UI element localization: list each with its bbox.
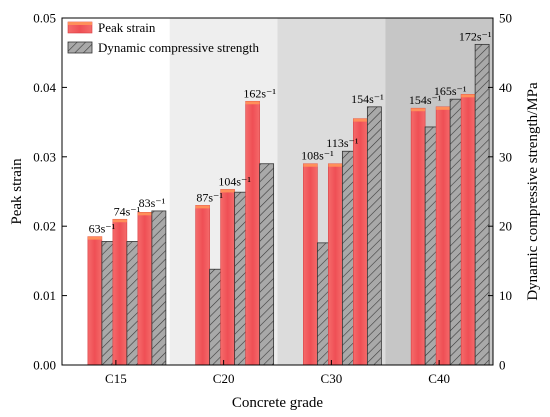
peak-strain-bar-top: [87, 236, 102, 240]
strength-bar: [474, 43, 490, 366]
strain-rate-label: 104s⁻¹: [218, 174, 251, 188]
peak-strain-bar: [112, 218, 128, 366]
peak-strain-bar: [137, 212, 153, 366]
peak-strain-bar-top: [436, 106, 451, 110]
peak-strain-bar-top: [137, 212, 152, 216]
peak-strain-bar: [435, 106, 451, 366]
plot-frame: [61, 17, 494, 366]
left-tick-label: 0.03: [33, 149, 56, 164]
right-tick-label: 10: [499, 288, 512, 303]
x-tick-label: C15: [105, 371, 127, 386]
peak-strain-bar-top: [303, 163, 318, 167]
x-tick-label: C40: [428, 371, 450, 386]
strain-rate-label: 87s⁻¹: [196, 190, 223, 204]
legend-swatch-strength: [67, 41, 93, 54]
strength-bar: [259, 163, 275, 366]
left-tick-label: 0.02: [33, 219, 56, 234]
peak-strain-bar: [460, 94, 476, 366]
x-tick-label: C30: [321, 371, 343, 386]
peak-strain-bar-top: [112, 219, 127, 223]
left-tick-label: 0.01: [33, 288, 56, 303]
peak-strain-bar: [328, 163, 343, 366]
peak-strain-bar-top: [245, 101, 260, 105]
strength-bar: [366, 106, 382, 366]
peak-strain-bar: [220, 189, 235, 366]
strain-rate-label: 154s⁻¹: [351, 92, 384, 106]
left-tick-label: 0.05: [33, 11, 56, 26]
x-axis-title: Concrete grade: [232, 395, 324, 411]
right-y-axis-title: Dynamic compressive strength/MPa: [525, 82, 541, 301]
peak-strain-bar-top: [353, 118, 368, 122]
strain-rate-label: 108s⁻¹: [301, 149, 334, 163]
strength-bar: [151, 210, 167, 366]
strain-rate-label: 83s⁻¹: [139, 196, 166, 210]
left-tick-label: 0.04: [33, 80, 56, 95]
y-axis-title: Peak strain: [9, 158, 25, 225]
strain-rate-label: 162s⁻¹: [243, 86, 276, 100]
legend-label-strength: Dynamic compressive strength: [98, 40, 260, 55]
bars: [87, 43, 490, 366]
legend: Peak strain Dynamic compressive strength: [67, 20, 260, 55]
peak-strain-bar-top: [328, 163, 343, 167]
peak-strain-bar: [353, 118, 368, 366]
strain-rate-label: 113s⁻¹: [326, 136, 359, 150]
right-tick-label: 50: [499, 11, 512, 26]
peak-strain-bar: [245, 100, 260, 366]
strain-rate-label: 172s⁻¹: [459, 29, 492, 43]
axes: 0.00 0.01 0.02 0.03 0.04 0.05 0 10 20 30 40 50 C15 C2…: [9, 11, 541, 412]
peak-strain-bar-top: [411, 108, 426, 112]
peak-strain-bar: [303, 163, 318, 366]
right-tick-label: 20: [499, 219, 512, 234]
peak-strain-bar-top: [461, 94, 476, 98]
legend-swatch-peak-strain-top: [68, 22, 92, 25]
right-tick-label: 0: [499, 358, 506, 373]
legend-label-peak-strain: Peak strain: [98, 20, 156, 35]
peak-strain-bar: [410, 107, 426, 366]
strain-rate-label: 165s⁻¹: [434, 84, 467, 98]
strain-rate-label: 63s⁻¹: [89, 222, 116, 236]
peak-strain-bar: [195, 205, 210, 366]
right-tick-label: 40: [499, 80, 512, 95]
peak-strain-bar: [87, 236, 103, 366]
peak-strain-bar-top: [220, 189, 235, 193]
strain-rate-label: 74s⁻¹: [114, 204, 141, 218]
peak-strain-bar-top: [195, 205, 210, 209]
x-tick-label: C20: [213, 371, 235, 386]
left-tick-label: 0.00: [33, 358, 56, 373]
right-tick-label: 30: [499, 149, 512, 164]
strain-rate-label: 154s⁻¹: [409, 93, 442, 107]
